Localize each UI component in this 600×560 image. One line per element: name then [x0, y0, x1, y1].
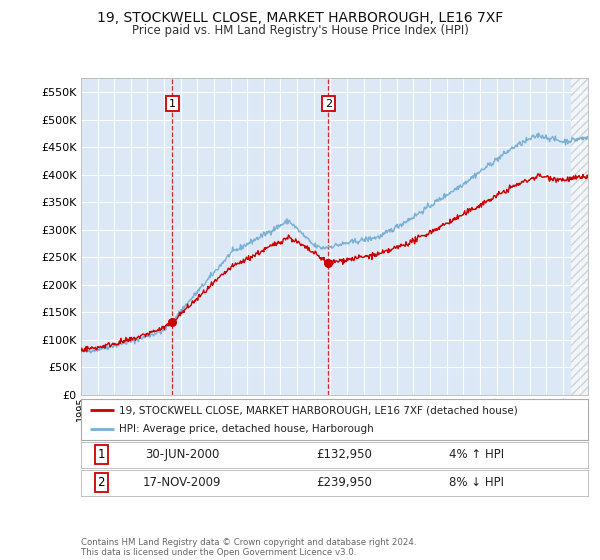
Text: 30-JUN-2000: 30-JUN-2000	[145, 448, 220, 461]
Text: 4% ↑ HPI: 4% ↑ HPI	[449, 448, 504, 461]
Text: 2: 2	[325, 99, 332, 109]
Text: 2: 2	[98, 476, 105, 489]
Text: 17-NOV-2009: 17-NOV-2009	[143, 476, 221, 489]
Text: Price paid vs. HM Land Registry's House Price Index (HPI): Price paid vs. HM Land Registry's House …	[131, 24, 469, 36]
Text: £239,950: £239,950	[317, 476, 373, 489]
Text: 19, STOCKWELL CLOSE, MARKET HARBOROUGH, LE16 7XF: 19, STOCKWELL CLOSE, MARKET HARBOROUGH, …	[97, 11, 503, 25]
Text: 1: 1	[169, 99, 176, 109]
Text: Contains HM Land Registry data © Crown copyright and database right 2024.
This d: Contains HM Land Registry data © Crown c…	[81, 538, 416, 557]
Text: £132,950: £132,950	[317, 448, 373, 461]
Text: 1: 1	[98, 448, 105, 461]
Text: 19, STOCKWELL CLOSE, MARKET HARBOROUGH, LE16 7XF (detached house): 19, STOCKWELL CLOSE, MARKET HARBOROUGH, …	[119, 405, 518, 415]
Text: 8% ↓ HPI: 8% ↓ HPI	[449, 476, 504, 489]
Text: HPI: Average price, detached house, Harborough: HPI: Average price, detached house, Harb…	[119, 424, 374, 433]
